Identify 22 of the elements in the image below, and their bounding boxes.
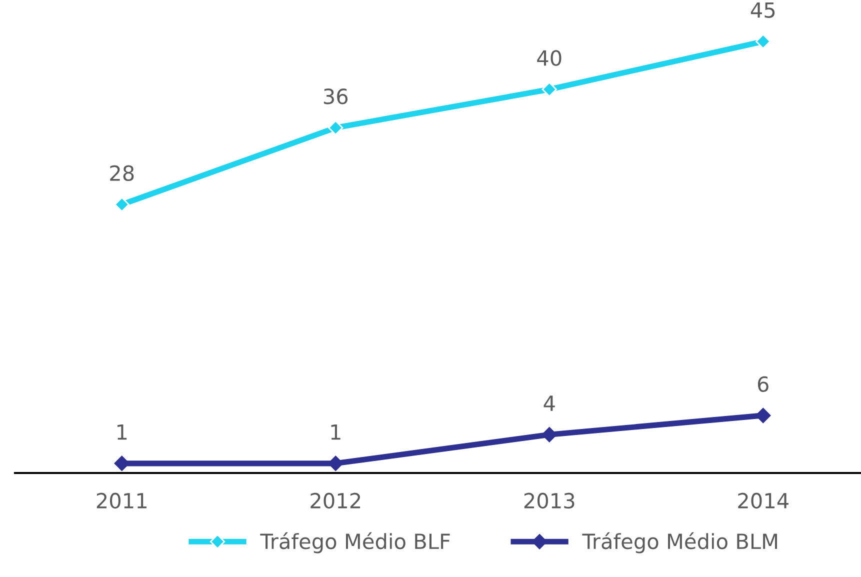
data-label: 1 — [118, 424, 127, 440]
data-label: 6 — [758, 376, 768, 392]
point — [756, 408, 771, 424]
data-label: 40 — [537, 50, 562, 66]
point — [756, 34, 771, 50]
data-label: 28 — [110, 165, 134, 181]
data-label: 36 — [324, 88, 348, 104]
point — [328, 456, 344, 471]
legend-label: Tráfego Médio BLF — [260, 532, 450, 554]
data-label: 1 — [331, 424, 340, 440]
data-label: 4 — [544, 396, 555, 411]
x-tick-label: 2014 — [738, 492, 788, 509]
x-tick-label: 2011 — [96, 492, 146, 509]
x-tick-label: 2012 — [310, 492, 360, 509]
point — [328, 120, 344, 136]
point — [542, 427, 557, 442]
x-tick-label: 2013 — [524, 492, 574, 509]
data-label: 45 — [750, 2, 775, 18]
point — [114, 456, 130, 471]
legend-label: Tráfego Médio BLM — [582, 532, 777, 554]
point — [542, 82, 557, 97]
point — [114, 196, 130, 212]
